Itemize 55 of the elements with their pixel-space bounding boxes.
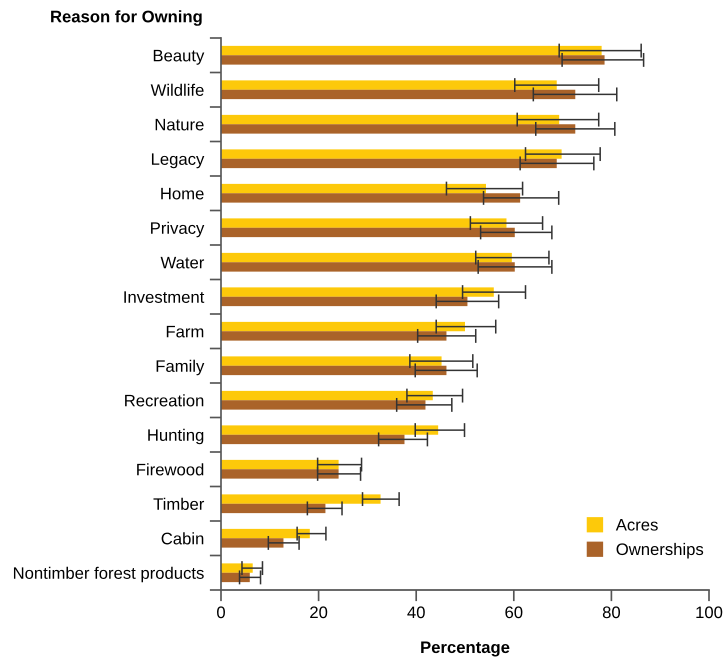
bar [221, 124, 576, 134]
x-tick-label: 100 [696, 606, 722, 618]
bar [221, 218, 506, 228]
bar [221, 193, 520, 203]
bar [221, 494, 381, 504]
y-tick-label: Privacy [151, 222, 204, 238]
bar [221, 366, 446, 376]
y-tick-label: Timber [153, 498, 204, 510]
bar [221, 434, 404, 444]
bar [221, 425, 438, 435]
legend-label: Acres [616, 519, 658, 531]
bar [221, 80, 557, 90]
chart-title: Reason for Owning [51, 10, 202, 26]
legend-label: Ownerships [616, 542, 704, 558]
bar [221, 55, 605, 65]
bar [221, 331, 446, 341]
y-tick-label: Farm [166, 326, 204, 338]
y-tick-label: Wildlife [150, 84, 204, 96]
bar [221, 400, 426, 410]
bar [221, 149, 562, 159]
bar [221, 252, 512, 262]
y-tick-label: Hunting [148, 428, 204, 444]
bar [221, 287, 494, 297]
bar [221, 114, 560, 124]
x-tick-label: 80 [602, 606, 620, 618]
bar [221, 296, 468, 306]
bar [221, 504, 326, 514]
y-tick-label: Firewood [137, 463, 204, 476]
x-tick-label: 60 [505, 606, 522, 618]
x-tick-label: 0 [217, 606, 225, 618]
bar [221, 322, 465, 332]
bar [221, 158, 557, 168]
y-tick-label: Legacy [152, 153, 204, 168]
y-tick-label: Water [160, 256, 204, 268]
bar [221, 460, 339, 470]
bar [221, 390, 433, 400]
x-tick-label: 40 [407, 606, 425, 618]
bar [221, 228, 515, 238]
bar [221, 262, 515, 272]
y-tick-label: Recreation [125, 394, 204, 406]
y-tick-label: Nature [156, 118, 204, 130]
y-tick-label: Investment [124, 291, 204, 303]
bar [221, 184, 486, 194]
x-axis-title: Percentage [421, 641, 510, 656]
bar [221, 528, 310, 538]
bar [221, 469, 339, 479]
y-tick-label: Home [161, 188, 204, 200]
x-tick-label: 20 [310, 606, 328, 618]
y-tick-label: Nontimber forest products [14, 566, 204, 582]
bar [221, 356, 442, 366]
bar [221, 46, 602, 56]
y-tick-label: Cabin [162, 532, 204, 544]
bar [221, 90, 576, 100]
y-tick-label: Family [156, 360, 204, 376]
y-tick-label: Beauty [154, 50, 204, 65]
